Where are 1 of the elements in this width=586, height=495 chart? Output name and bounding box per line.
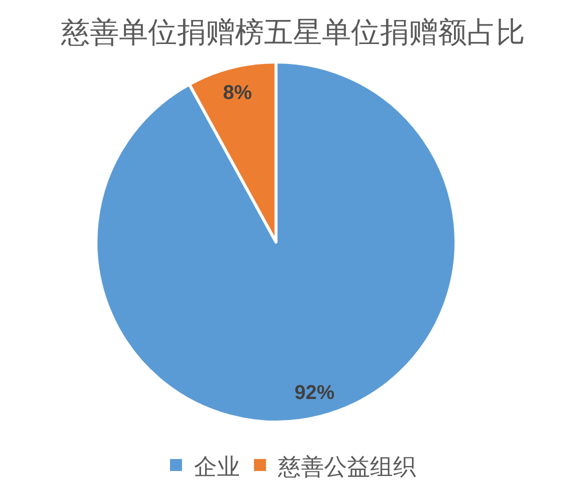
title: 慈善单位捐赠榜五星单位捐赠额占比 <box>61 17 525 49</box>
